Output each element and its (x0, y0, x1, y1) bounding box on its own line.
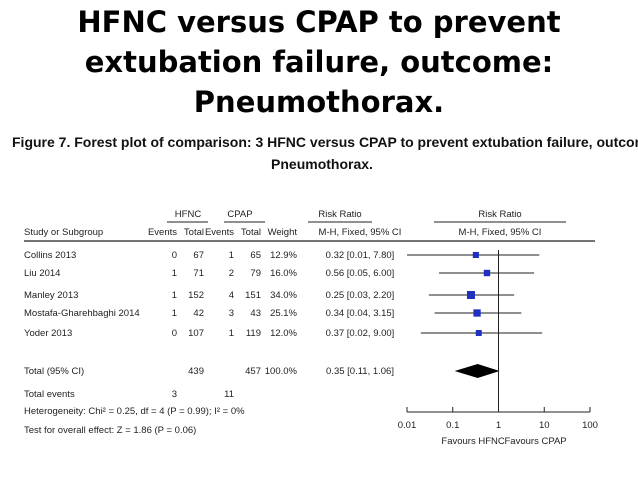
pooled-estimate-diamond (454, 364, 500, 378)
x-axis-tick-label: 0.01 (398, 420, 417, 431)
study-name: Collins 2013 (24, 250, 76, 261)
risk-ratio-ci-value: 0.25 [0.03, 2.20] (326, 290, 395, 301)
slide-title-line-3: Pneumothorax. (193, 85, 445, 119)
study-point-marker (473, 309, 481, 317)
cpap-total-sum: 457 (245, 366, 261, 377)
hfnc-total-sum: 439 (188, 366, 204, 377)
cpap-events-value: 2 (229, 268, 234, 279)
study-name: Yoder 2013 (24, 328, 72, 339)
study-name: Manley 2013 (24, 290, 78, 301)
study-point-marker (466, 291, 475, 299)
study-point-marker (475, 330, 482, 336)
column-header-hfnc-total: Total (184, 227, 204, 238)
risk-ratio-text-header: Risk Ratio (318, 209, 361, 220)
hfnc-events-value: 1 (172, 308, 177, 319)
favours-right-label: Favours CPAP (505, 436, 567, 447)
weight-value: 12.0% (270, 328, 297, 339)
cpap-total-value: 43 (250, 308, 261, 319)
slide-title: HFNC versus CPAP to prevent extubation f… (0, 2, 638, 122)
hfnc-total-value: 42 (193, 308, 204, 319)
column-header-ci-plot: M-H, Fixed, 95% CI (459, 227, 542, 238)
risk-ratio-ci-value: 0.32 [0.01, 7.80] (326, 250, 395, 261)
hfnc-events-value: 0 (172, 250, 177, 261)
cpap-events-value: 3 (229, 308, 234, 319)
column-header-weight: Weight (268, 227, 298, 238)
hfnc-total-value: 67 (193, 250, 204, 261)
column-header-cpap-total: Total (241, 227, 261, 238)
x-axis-tick-label: 0.1 (446, 420, 459, 431)
total-ci-value: 0.35 [0.11, 1.06] (326, 366, 394, 377)
study-name: Mostafa-Gharehbaghi 2014 (24, 308, 140, 319)
risk-ratio-ci-value: 0.34 [0.04, 3.15] (326, 308, 395, 319)
cpap-total-value: 65 (250, 250, 261, 261)
study-point-marker (472, 251, 479, 259)
column-header-hfnc-events: Events (148, 227, 177, 238)
weight-value: 25.1% (270, 308, 297, 319)
total-weight-value: 100.0% (265, 366, 298, 377)
favours-left-label: Favours HFNC (441, 436, 504, 447)
cpap-total-value: 79 (250, 268, 261, 279)
weight-value: 16.0% (270, 268, 297, 279)
hfnc-events-value: 0 (172, 328, 177, 339)
figure-caption: Figure 7. Forest plot of comparison: 3 H… (12, 131, 638, 175)
figure-caption-line-1: Figure 7. Forest plot of comparison: 3 H… (12, 134, 638, 150)
column-header-cpap-events: Events (205, 227, 234, 238)
hfnc-total-value: 71 (193, 268, 204, 279)
hfnc-group-header: HFNC (175, 209, 202, 220)
hfnc-total-value: 152 (188, 290, 204, 301)
column-header-study: Study or Subgroup (24, 227, 103, 238)
total-label: Total (95% CI) (24, 366, 84, 377)
cpap-total-value: 151 (245, 290, 261, 301)
total-events-label: Total events (24, 389, 75, 400)
study-name: Liu 2014 (24, 268, 60, 279)
cpap-events-value: 4 (229, 290, 234, 301)
study-point-marker (483, 269, 491, 277)
cpap-group-header: CPAP (227, 209, 252, 220)
slide-title-line-2: extubation failure, outcome: (84, 45, 554, 79)
hfnc-events-value: 1 (172, 290, 177, 301)
weight-value: 12.9% (270, 250, 297, 261)
cpap-total-events-value: 11 (224, 389, 234, 400)
heterogeneity-text: Heterogeneity: Chi² = 0.25, df = 4 (P = … (24, 406, 245, 417)
weight-value: 34.0% (270, 290, 297, 301)
risk-ratio-ci-value: 0.37 [0.02, 9.00] (326, 328, 395, 339)
x-axis-tick-label: 100 (582, 420, 598, 431)
figure-caption-line-2: Pneumothorax. (271, 156, 373, 172)
hfnc-events-value: 1 (172, 268, 177, 279)
slide-title-line-1: HFNC versus CPAP to prevent (77, 5, 561, 39)
x-axis-tick-label: 1 (496, 420, 501, 431)
column-header-ci-text: M-H, Fixed, 95% CI (319, 227, 402, 238)
hfnc-total-value: 107 (188, 328, 204, 339)
cpap-total-value: 119 (246, 328, 261, 339)
risk-ratio-ci-value: 0.56 [0.05, 6.00] (326, 268, 395, 279)
x-axis-tick-label: 10 (539, 420, 550, 431)
risk-ratio-plot-header: Risk Ratio (478, 209, 521, 220)
overall-effect-text: Test for overall effect: Z = 1.86 (P = 0… (24, 425, 196, 436)
cpap-events-value: 1 (229, 328, 234, 339)
cpap-events-value: 1 (229, 250, 234, 261)
hfnc-total-events-value: 3 (172, 389, 177, 400)
